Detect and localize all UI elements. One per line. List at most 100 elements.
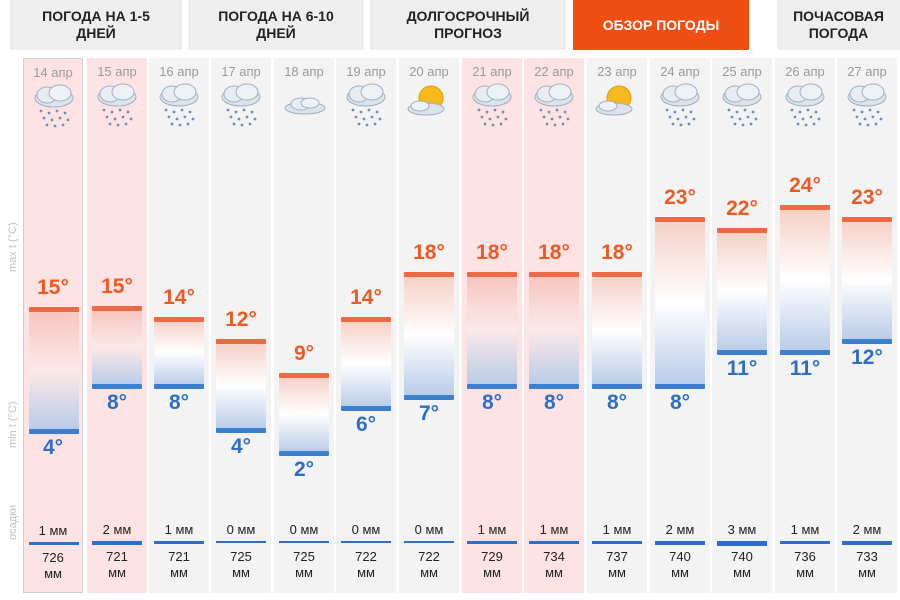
rain-cloud-icon [655,82,705,128]
temp-range-bar [717,229,767,353]
precipitation-value: 3 мм [727,522,757,537]
day-column: 25 апр 22° 11° 3 мм 740 мм [712,58,772,593]
pressure-unit: мм [483,565,501,580]
tab-long-term-forecast[interactable]: ДОЛГОСРОЧНЫЙ ПРОГНОЗ [370,0,566,50]
pressure-value: 736 мм [775,549,835,581]
max-temp-marker [592,272,642,278]
min-temp-marker [655,383,705,389]
min-temp-label: 12° [851,346,883,370]
rain-cloud-icon [154,82,204,128]
day-date: 14 апр [33,65,73,80]
pressure-value: 725 мм [274,549,334,581]
day-date: 16 апр [159,64,199,79]
pressure-number: 733 [856,549,878,564]
min-temp-label: 11° [789,357,821,381]
pressure-unit: мм [796,565,814,580]
min-temp-marker [529,383,579,389]
pressure-number: 725 [293,549,315,564]
precipitation-value: 1 мм [539,522,569,537]
min-temp-marker [842,339,892,345]
min-temp-marker [780,350,830,356]
precipitation-value: 1 мм [602,522,632,537]
pressure-value: 740 мм [712,549,772,581]
tab-label-line2: ПРОГНОЗ [434,25,502,41]
pressure-unit: мм [44,566,62,581]
temp-range-bar [529,274,579,386]
tab-forecast-1-5-days[interactable]: ПОГОДА НА 1-5 ДНЕЙ [10,0,182,50]
day-column: 14 апр 15° 4° 1 мм 726 мм [23,58,83,593]
precipitation-value: 0 мм [289,522,319,537]
precipitation-bar [529,541,579,544]
day-column: 24 апр 23° 8° 2 мм 740 мм [650,58,710,593]
precipitation-bar [29,542,79,545]
pressure-number: 729 [481,549,503,564]
day-column: 15 апр 15° 8° 2 мм 721 мм [87,58,147,593]
temp-range-bar [592,274,642,386]
max-temp-label: 18° [538,241,570,265]
pressure-value: 734 мм [524,549,584,581]
min-temp-label: 2° [293,457,315,481]
day-date: 21 апр [472,64,512,79]
pressure-unit: мм [733,565,751,580]
pressure-value: 740 мм [650,549,710,581]
min-temp-label: 6° [355,413,377,437]
temp-range-bar [92,307,142,386]
forecast-tabs: ПОГОДА НА 1-5 ДНЕЙ ПОГОДА НА 6-10 ДНЕЙ ДОЛ… [0,0,900,50]
max-temp-label: 18° [601,241,633,265]
max-temp-marker [216,339,266,345]
max-temp-marker [467,272,517,278]
day-date: 25 апр [722,64,762,79]
min-temp-marker [717,350,767,356]
temp-range-bar [780,207,830,353]
day-column: 17 апр 12° 4° 0 мм 725 мм [211,58,271,593]
max-temp-marker [92,305,142,311]
min-temp-label: 8° [106,390,128,414]
precipitation-bar [780,541,830,544]
tab-weather-overview[interactable]: ОБЗОР ПОГОДЫ [573,0,749,50]
rain-cloud-icon [780,82,830,128]
rain-cloud-icon [717,82,767,128]
temp-range-bar [154,318,204,386]
pressure-unit: мм [357,565,375,580]
precipitation-value: 1 мм [477,522,507,537]
min-temp-axis-label: min t (°C) [7,401,19,448]
day-column: 26 апр 24° 11° 1 мм 736 мм [775,58,835,593]
max-temp-label: 9° [293,341,315,365]
precipitation-bar [341,541,391,543]
rain-cloud-icon [29,83,79,129]
temp-range-bar [404,274,454,397]
precipitation-value: 1 мм [38,523,68,538]
max-temp-label: 14° [163,285,195,309]
precipitation-bar [842,541,892,545]
rain-cloud-icon [216,82,266,128]
precipitation-bar [154,541,204,544]
max-temp-axis-label: max t (°C) [7,222,19,272]
min-temp-label: 7° [418,401,440,425]
max-temp-label: 12° [225,308,257,332]
pressure-unit: мм [295,565,313,580]
temp-range-bar [279,374,329,453]
max-temp-marker [717,227,767,233]
precipitation-value: 0 мм [414,522,444,537]
min-temp-label: 8° [481,390,503,414]
precipitation-value: 2 мм [665,522,695,537]
pressure-number: 722 [355,549,377,564]
sun-cloud-icon [404,82,454,128]
temp-range-bar [29,308,79,432]
max-temp-marker [279,372,329,378]
day-date: 15 апр [97,64,137,79]
max-temp-label: 23° [851,185,883,209]
min-temp-label: 8° [168,390,190,414]
pressure-unit: мм [420,565,438,580]
max-temp-marker [529,272,579,278]
tab-hourly-weather[interactable]: ПОЧАСОВАЯ ПОГОДА [777,0,900,50]
max-temp-marker [655,216,705,222]
day-date: 19 апр [346,64,386,79]
pressure-unit: мм [608,565,626,580]
day-date: 27 апр [847,64,887,79]
max-temp-label: 23° [664,185,696,209]
min-temp-marker [279,450,329,456]
tab-forecast-6-10-days[interactable]: ПОГОДА НА 6-10 ДНЕЙ [188,0,364,50]
max-temp-label: 18° [413,241,445,265]
day-column: 23 апр 18° 8° 1 мм 737 мм [587,58,647,593]
